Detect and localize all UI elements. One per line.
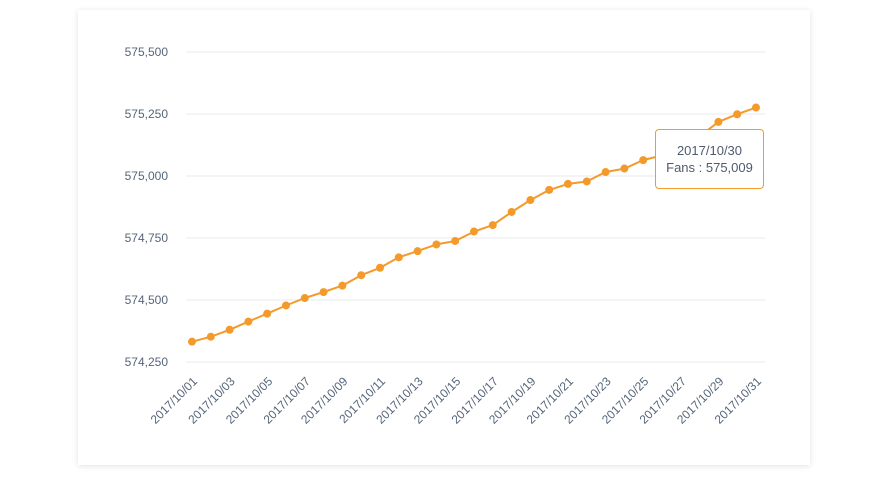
data-point[interactable] xyxy=(752,103,760,112)
data-point[interactable] xyxy=(639,156,648,165)
data-point[interactable] xyxy=(300,294,309,303)
y-axis-labels: 574,250 574,500 574,750 575,000 575,250 575,5… xyxy=(125,45,169,369)
y-tick-label: 574,750 xyxy=(125,231,169,245)
data-point[interactable] xyxy=(319,288,328,297)
x-axis-labels: 2017/10/012017/10/032017/10/052017/10/07… xyxy=(148,374,765,427)
data-point[interactable] xyxy=(488,221,497,230)
data-point[interactable] xyxy=(206,332,215,341)
data-point[interactable] xyxy=(188,337,196,346)
data-point[interactable] xyxy=(225,325,234,334)
data-point[interactable] xyxy=(338,281,347,290)
data-point[interactable] xyxy=(545,185,554,194)
data-point[interactable] xyxy=(244,317,253,326)
data-point[interactable] xyxy=(601,168,610,177)
data-point[interactable] xyxy=(263,309,272,318)
data-point[interactable] xyxy=(507,207,516,216)
data-point[interactable] xyxy=(526,196,535,205)
data-point[interactable] xyxy=(282,301,290,310)
tooltip: 2017/10/30 Fans : 575,009 xyxy=(655,129,764,189)
y-tick-label: 575,500 xyxy=(125,45,169,59)
data-point[interactable] xyxy=(432,240,441,249)
y-tick-label: 574,500 xyxy=(125,293,169,307)
data-point[interactable] xyxy=(714,117,723,126)
y-tick-label: 575,250 xyxy=(125,107,169,121)
data-point[interactable] xyxy=(582,177,591,186)
data-point[interactable] xyxy=(564,179,572,188)
data-point[interactable] xyxy=(357,271,366,280)
data-point[interactable] xyxy=(620,164,629,173)
y-tick-label: 574,250 xyxy=(125,355,169,369)
data-point[interactable] xyxy=(413,247,422,256)
y-tick-label: 575,000 xyxy=(125,169,169,183)
gridlines xyxy=(186,51,765,363)
data-point[interactable] xyxy=(394,253,403,262)
tooltip-date: 2017/10/30 xyxy=(676,143,743,158)
data-point[interactable] xyxy=(376,263,384,272)
data-point[interactable] xyxy=(451,236,460,245)
tooltip-value: Fans : 575,009 xyxy=(666,160,753,175)
data-point[interactable] xyxy=(470,227,478,236)
data-point[interactable] xyxy=(733,110,742,119)
